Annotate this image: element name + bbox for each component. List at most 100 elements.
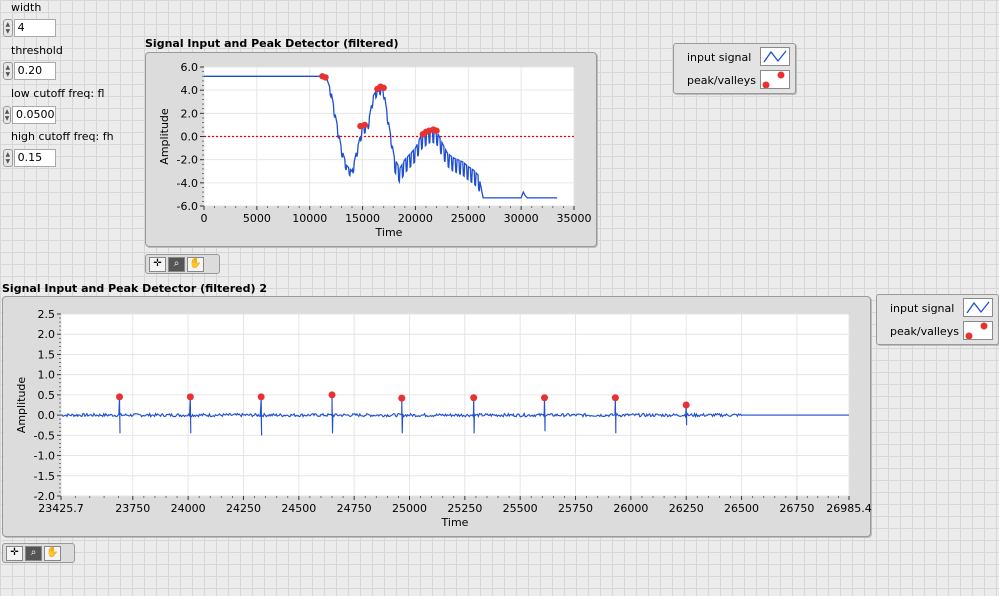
legend-item-input-signal[interactable]: input signal (877, 297, 954, 319)
legend-item-input-signal[interactable]: input signal (674, 46, 751, 68)
graph2-chart[interactable]: 2.5 2.0 1.5 1.0 0.5 0.0 -0.5 -1.0 -1.5 -2.023425.… (3, 297, 872, 538)
legend-item-peak-valleys[interactable]: peak/valleys (674, 69, 756, 91)
y-tick-label: -2.0 (34, 490, 55, 503)
decrement-arrow-icon[interactable]: ▼ (4, 115, 10, 122)
cursor-move-tool-icon[interactable]: ✛ (149, 256, 166, 272)
point-plot-icon[interactable] (760, 70, 790, 89)
y-tick-label: 1.5 (38, 348, 56, 361)
y-tick-label: 0.0 (181, 131, 199, 144)
peak-marker (186, 393, 194, 401)
x-tick-label: 23425.7 (38, 502, 84, 515)
zoom-tool-icon[interactable]: ⌕ (25, 545, 42, 561)
threshold-spinner[interactable]: ▲ ▼ (3, 62, 13, 80)
width-spinner[interactable]: ▲ ▼ (3, 19, 13, 37)
peak-marker (257, 393, 265, 401)
threshold-input[interactable]: 0.20 (13, 62, 56, 80)
x-tick-label: 26000 (613, 502, 648, 515)
high-cutoff-spinner[interactable]: ▲ ▼ (3, 149, 13, 167)
decrement-arrow-icon[interactable]: ▼ (5, 71, 11, 78)
x-tick-label: 24000 (171, 502, 206, 515)
high-cutoff-input[interactable]: 0.15 (13, 149, 56, 167)
graph1-title: Signal Input and Peak Detector (filtered… (145, 37, 399, 50)
y-axis-title: Amplitude (158, 108, 171, 165)
graph1-legend: input signal peak/valleys (673, 43, 796, 94)
signal-line (60, 394, 849, 436)
x-tick-label: 26500 (724, 502, 759, 515)
x-axis-title: Time (441, 516, 469, 529)
width-input[interactable]: 4 (13, 19, 56, 37)
graph1-panel: 6.0 4.0 2.0 0.0 -2.0 -4.0 -6.0 0 5000 10000 15000 2… (145, 52, 597, 247)
y-tick-label: -0.5 (34, 429, 55, 442)
increment-arrow-icon[interactable]: ▲ (5, 64, 11, 71)
y-tick-label: 2.5 (38, 308, 56, 321)
x-tick-label: 25000 (451, 212, 486, 225)
x-axis-title: Time (375, 226, 403, 239)
x-tick-label: 26750 (779, 502, 814, 515)
legend-item-peak-valleys[interactable]: peak/valleys (877, 320, 959, 342)
legend-label-input-signal: input signal (890, 301, 955, 315)
x-tick-label: 25500 (503, 502, 538, 515)
pan-hand-tool-icon[interactable]: ✋ (187, 256, 204, 272)
x-tick-label: 24250 (226, 502, 261, 515)
peak-marker (322, 74, 329, 81)
low-cutoff-input[interactable]: 0.0500 (12, 106, 56, 124)
y-tick-label: 0.0 (38, 409, 56, 422)
peak-marker (380, 84, 387, 92)
threshold-label: threshold (11, 44, 63, 57)
decrement-arrow-icon[interactable]: ▼ (5, 28, 11, 35)
increment-arrow-icon[interactable]: ▲ (4, 108, 10, 115)
y-tick-label: 6.0 (181, 61, 199, 74)
legend-label-input-signal: input signal (687, 50, 752, 64)
peak-marker (541, 394, 549, 402)
x-tick-label: 20000 (398, 212, 433, 225)
decrement-arrow-icon[interactable]: ▼ (5, 158, 11, 165)
x-tick-label: 25000 (392, 502, 427, 515)
graph2-legend: input signal peak/valleys (876, 294, 999, 345)
graph1-chart[interactable]: 6.0 4.0 2.0 0.0 -2.0 -4.0 -6.00 5000 10000 15000 2… (146, 53, 598, 248)
x-tick-label: 25750 (558, 502, 593, 515)
x-tick-label: 30000 (504, 212, 539, 225)
y-tick-label: 0.5 (38, 389, 56, 402)
y-tick-label: -1.0 (34, 450, 55, 463)
legend-label-peak-valleys: peak/valleys (890, 324, 959, 338)
y-tick-label: -6.0 (177, 200, 198, 213)
x-tick-label: 24500 (281, 502, 316, 515)
x-tick-label: 15000 (345, 212, 380, 225)
y-tick-label: 1.0 (38, 369, 56, 382)
peak-marker (328, 391, 336, 399)
legend-label-peak-valleys: peak/valleys (687, 73, 756, 87)
y-tick-label: 4.0 (181, 84, 199, 97)
low-cutoff-label: low cutoff freq: fl (11, 87, 105, 100)
y-tick-label: -4.0 (177, 177, 198, 190)
y-tick-label: 2.0 (181, 107, 199, 120)
graph2-panel: 2.5 2.0 1.5 1.0 0.5 0.0 -0.5 -1.0 -1.5 -2.0 23425.… (2, 296, 872, 538)
increment-arrow-icon[interactable]: ▲ (5, 21, 11, 28)
y-tick-label: -1.5 (34, 470, 55, 483)
x-tick-label: 5000 (243, 212, 271, 225)
high-cutoff-label: high cutoff freq: fh (11, 130, 114, 143)
peak-marker (611, 394, 619, 402)
zoom-tool-icon[interactable]: ⌕ (168, 256, 185, 272)
y-tick-label: 2.0 (38, 328, 56, 341)
peak-marker (116, 393, 124, 401)
peak-marker (682, 401, 690, 409)
pan-hand-tool-icon[interactable]: ✋ (44, 545, 61, 561)
graph2-graph-palette: ✛ ⌕ ✋ (2, 543, 75, 563)
x-tick-label: 24750 (337, 502, 372, 515)
graph1-graph-palette: ✛ ⌕ ✋ (145, 254, 220, 274)
plot-area (60, 313, 850, 497)
x-tick-label: 25250 (447, 502, 482, 515)
line-plot-icon[interactable] (963, 298, 993, 317)
peak-marker (398, 394, 406, 402)
cursor-move-tool-icon[interactable]: ✛ (6, 545, 23, 561)
point-plot-icon[interactable] (963, 321, 993, 340)
line-plot-icon[interactable] (760, 47, 790, 66)
y-tick-label: -2.0 (177, 154, 198, 167)
y-axis-title: Amplitude (15, 377, 28, 434)
low-cutoff-spinner[interactable]: ▲ ▼ (3, 106, 11, 124)
x-tick-label: 10000 (292, 212, 327, 225)
peak-marker (470, 394, 478, 402)
increment-arrow-icon[interactable]: ▲ (5, 151, 11, 158)
peak-marker (361, 121, 368, 129)
x-tick-label: 35000 (557, 212, 592, 225)
